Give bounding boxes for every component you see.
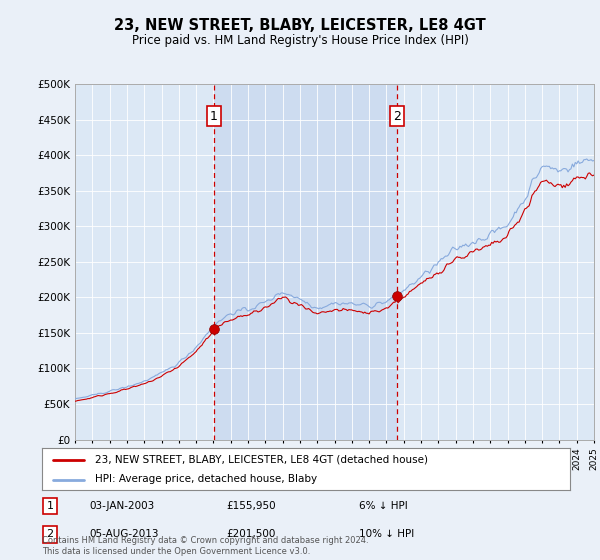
- Text: 1: 1: [46, 501, 53, 511]
- Text: 03-JAN-2003: 03-JAN-2003: [89, 501, 155, 511]
- Bar: [214, 84, 397, 440]
- Text: £155,950: £155,950: [227, 501, 277, 511]
- Text: Price paid vs. HM Land Registry's House Price Index (HPI): Price paid vs. HM Land Registry's House …: [131, 34, 469, 47]
- Text: Contains HM Land Registry data © Crown copyright and database right 2024.
This d: Contains HM Land Registry data © Crown c…: [42, 536, 368, 556]
- Text: 2: 2: [46, 529, 53, 539]
- Text: 6% ↓ HPI: 6% ↓ HPI: [359, 501, 407, 511]
- Text: 2: 2: [392, 110, 401, 123]
- Text: HPI: Average price, detached house, Blaby: HPI: Average price, detached house, Blab…: [95, 474, 317, 484]
- Text: £201,500: £201,500: [227, 529, 276, 539]
- Text: 23, NEW STREET, BLABY, LEICESTER, LE8 4GT (detached house): 23, NEW STREET, BLABY, LEICESTER, LE8 4G…: [95, 455, 428, 465]
- Text: 23, NEW STREET, BLABY, LEICESTER, LE8 4GT: 23, NEW STREET, BLABY, LEICESTER, LE8 4G…: [114, 18, 486, 32]
- Text: 10% ↓ HPI: 10% ↓ HPI: [359, 529, 414, 539]
- Text: 1: 1: [210, 110, 218, 123]
- Text: 05-AUG-2013: 05-AUG-2013: [89, 529, 159, 539]
